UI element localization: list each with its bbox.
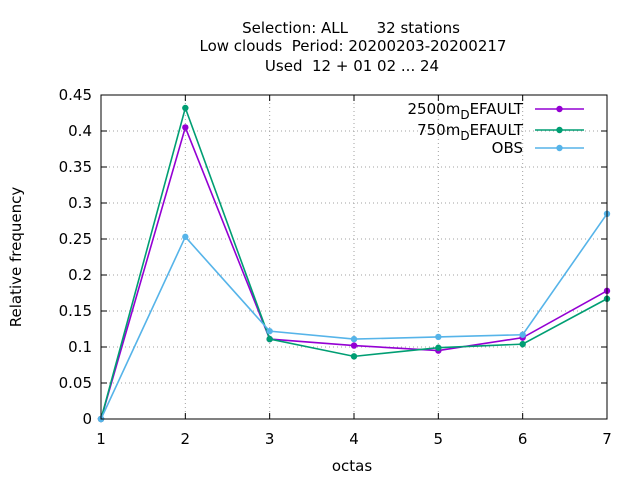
data-point [435, 344, 442, 351]
data-point [519, 340, 526, 348]
y-tick-label: 0.45 [59, 86, 92, 104]
data-point [266, 335, 273, 343]
y-tick-label: 0.25 [59, 230, 92, 248]
legend-label: 2500mDEFAULT [408, 100, 524, 122]
data-point [182, 124, 189, 131]
y-tick-label: 0.3 [68, 194, 92, 212]
x-tick-label: 1 [96, 430, 106, 448]
x-tick-label: 5 [434, 430, 444, 448]
y-tick-label: 0.2 [68, 266, 92, 284]
data-point [435, 333, 442, 341]
legend-swatch-point [556, 126, 563, 134]
x-tick-label: 4 [349, 430, 359, 448]
plot-frame [100, 94, 608, 420]
y-tick-label: 0.35 [59, 158, 92, 176]
data-point [350, 342, 358, 349]
x-tick-label: 2 [181, 430, 191, 448]
y-tick-label: 0.15 [59, 302, 92, 320]
data-point [182, 233, 189, 241]
legend-label: OBS [492, 139, 523, 157]
grid-lines [101, 95, 607, 419]
y-tick-label: 0 [82, 410, 92, 428]
data-point [519, 331, 526, 338]
y-axis-label: Relative frequency [7, 187, 25, 328]
y-tick-label: 0.1 [68, 338, 92, 356]
legend-label: 750mDEFAULT [417, 121, 524, 143]
y-tick-label: 0.05 [59, 374, 92, 392]
data-point [182, 104, 189, 112]
x-tick-label: 6 [518, 430, 528, 448]
chart-title-line-2: Low clouds Period: 20200203-20200217 [200, 37, 507, 55]
x-axis-label: octas [332, 457, 372, 475]
legend-swatch-point [556, 144, 563, 152]
y-tick-label: 0.4 [68, 122, 92, 140]
series-layer [97, 104, 611, 423]
series-line [100, 213, 608, 420]
chart-title-line-1: Selection: ALL 32 stations [242, 19, 460, 37]
x-tick-label: 7 [602, 430, 612, 448]
legend-swatch-point [556, 105, 563, 113]
data-point [266, 327, 273, 335]
data-point [350, 335, 358, 343]
data-point [350, 353, 358, 360]
axis-ticks: 0 0.05 0.1 0.15 0.2 0.25 0.3 0.35 0.4 0.45 1 2 3 4 5 6 7 [59, 86, 612, 448]
chart-title-line-3: Used 12 + 01 02 ... 24 [265, 57, 439, 75]
x-tick-label: 3 [265, 430, 275, 448]
